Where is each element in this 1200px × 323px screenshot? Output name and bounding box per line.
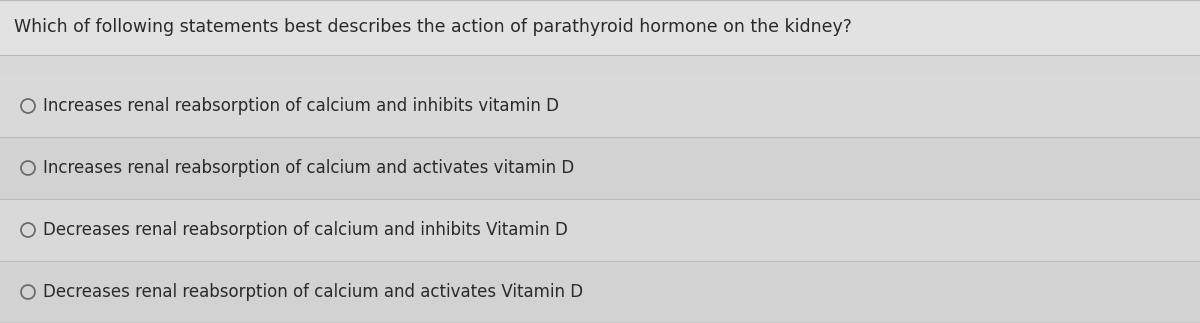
Text: Increases renal reabsorption of calcium and inhibits vitamin D: Increases renal reabsorption of calcium … (43, 97, 559, 115)
Bar (0, 0, 1200, 55)
Bar (0, 261, 1200, 323)
Bar (0, 199, 1200, 261)
Text: Decreases renal reabsorption of calcium and activates Vitamin D: Decreases renal reabsorption of calcium … (43, 283, 583, 301)
Text: Decreases renal reabsorption of calcium and inhibits Vitamin D: Decreases renal reabsorption of calcium … (43, 221, 568, 239)
Text: Which of following statements best describes the action of parathyroid hormone o: Which of following statements best descr… (14, 18, 852, 36)
Bar (0, 55, 1200, 75)
Bar (0, 75, 1200, 137)
Text: Increases renal reabsorption of calcium and activates vitamin D: Increases renal reabsorption of calcium … (43, 159, 575, 177)
Bar (0, 137, 1200, 199)
